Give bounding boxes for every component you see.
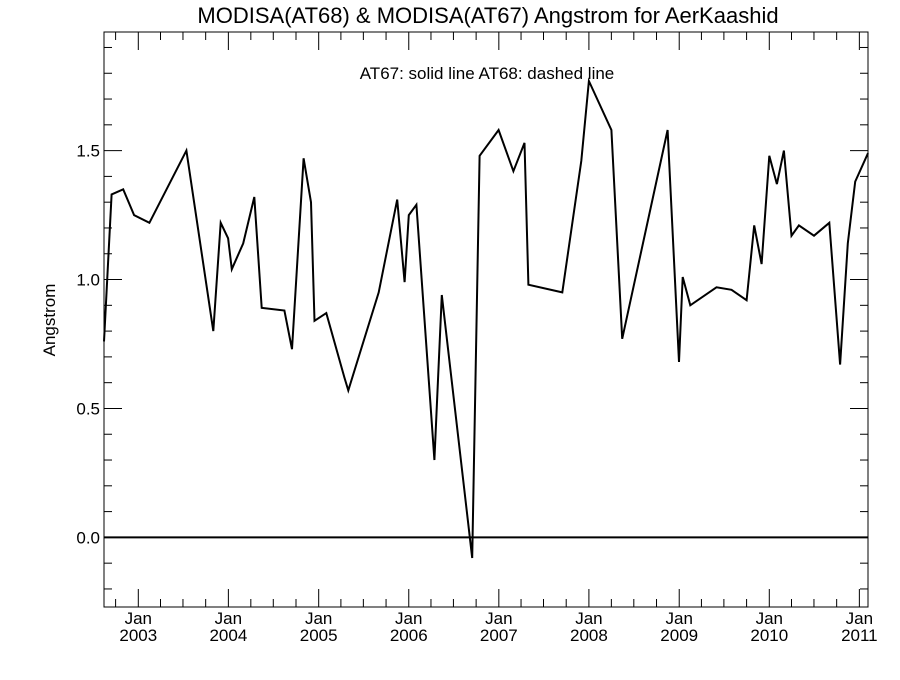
plot-frame: [103, 31, 869, 608]
x-tick-year-label: 2005: [300, 626, 338, 645]
x-tick-month-label: Jan: [846, 609, 873, 628]
chart-title: MODISA(AT68) & MODISA(AT67) Angstrom for…: [197, 3, 778, 28]
x-tick-month-label: Jan: [395, 609, 422, 628]
x-tick-month-label: Jan: [666, 609, 693, 628]
x-tick-year-label: 2003: [119, 626, 157, 645]
x-tick-month-label: Jan: [756, 609, 783, 628]
x-tick-month-label: Jan: [215, 609, 242, 628]
series-layer: [103, 77, 869, 559]
tick-layer: 0.00.51.01.5Jan2003Jan2004Jan2005Jan2006…: [76, 32, 878, 645]
x-tick-year-label: 2009: [660, 626, 698, 645]
x-tick-month-label: Jan: [485, 609, 512, 628]
x-tick-year-label: 2011: [841, 626, 878, 645]
y-axis-label: Angstrom: [40, 284, 59, 357]
x-tick-month-label: Jan: [575, 609, 602, 628]
y-tick-label: 0.5: [76, 399, 100, 418]
y-tick-label: 1.0: [76, 271, 100, 290]
x-tick-year-label: 2004: [209, 626, 247, 645]
x-tick-year-label: 2007: [480, 626, 518, 645]
x-tick-year-label: 2008: [570, 626, 608, 645]
x-tick-year-label: 2006: [390, 626, 428, 645]
y-tick-label: 1.5: [76, 142, 100, 161]
x-tick-month-label: Jan: [305, 609, 332, 628]
series-line-at67: [103, 77, 869, 559]
series-style-note: AT67: solid line AT68: dashed line: [360, 64, 615, 83]
x-tick-year-label: 2010: [750, 626, 788, 645]
x-tick-month-label: Jan: [125, 609, 152, 628]
y-tick-label: 0.0: [76, 528, 100, 547]
